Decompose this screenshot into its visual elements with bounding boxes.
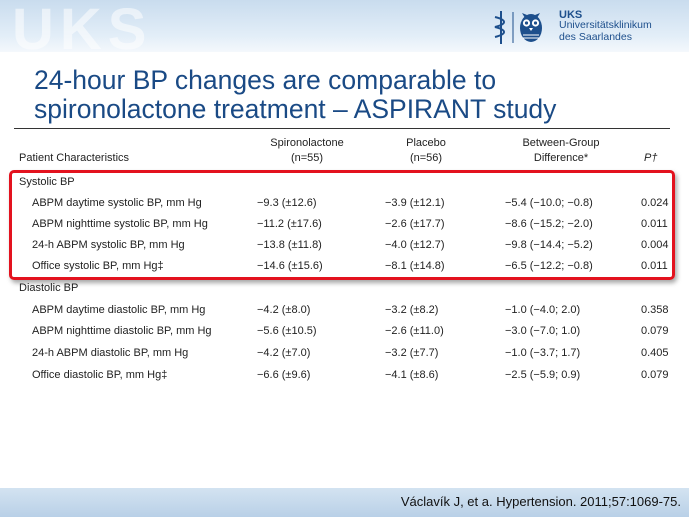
table-row: Office diastolic BP, mm Hg‡ −6.6 (±9.6) … [0, 365, 689, 385]
table-top-rule [14, 128, 670, 129]
col-header-difference: Between-Group Difference* [496, 136, 626, 166]
table-row: Office systolic BP, mm Hg‡ −14.6 (±15.6)… [0, 256, 689, 276]
footer-band [0, 488, 689, 517]
placebo-value: −3.2 (±7.7) [385, 347, 439, 359]
row-label: ABPM nighttime diastolic BP, mm Hg [32, 325, 212, 337]
row-label: 24-h ABPM diastolic BP, mm Hg [32, 347, 189, 359]
logo-emblem-icon [494, 11, 542, 44]
placebo-value: −3.9 (±12.1) [385, 197, 445, 209]
citation-text: Václavík J, et a. Hypertension. 2011;57:… [400, 494, 681, 509]
watermark-text: UKS [12, 0, 153, 62]
logo-institution-name: Universitätsklinikum des Saarlandes [559, 19, 681, 43]
placebo-value: −8.1 (±14.8) [385, 260, 445, 272]
table-row: ABPM nighttime diastolic BP, mm Hg −5.6 … [0, 321, 689, 341]
logo-name-line1: Universitätsklinikum [559, 19, 652, 31]
header-band [0, 0, 689, 52]
difference-value: −3.0 (−7.0; 1.0) [505, 325, 581, 337]
col-header-placebo: Placebo (n=56) [376, 136, 476, 166]
col-header-spironolactone-n: (n=55) [290, 152, 324, 164]
spironolactone-value: −14.6 (±15.6) [257, 260, 323, 272]
col-header-difference-line1: Between-Group [522, 137, 600, 149]
row-label: Office systolic BP, mm Hg‡ [32, 260, 164, 272]
difference-value: −9.8 (−14.4; −5.2) [505, 239, 593, 251]
difference-value: −1.0 (−3.7; 1.7) [505, 347, 581, 359]
p-value: 0.358 [641, 304, 669, 316]
group-heading-diastolic: Diastolic BP [0, 278, 689, 298]
col-header-placebo-name: Placebo [406, 137, 446, 149]
slide-title: 24-hour BP changes are comparable to spi… [34, 66, 674, 124]
slide-title-line1: 24-hour BP changes are comparable to [34, 65, 497, 95]
difference-value: −8.6 (−15.2; −2.0) [505, 218, 593, 230]
table-row: ABPM daytime systolic BP, mm Hg −9.3 (±1… [0, 193, 689, 213]
group-label: Systolic BP [19, 176, 75, 188]
group-label: Diastolic BP [19, 282, 79, 294]
placebo-value: −3.2 (±8.2) [385, 304, 439, 316]
row-label: ABPM nighttime systolic BP, mm Hg [32, 218, 208, 230]
table-row: ABPM nighttime systolic BP, mm Hg −11.2 … [0, 214, 689, 234]
difference-value: −1.0 (−4.0; 2.0) [505, 304, 581, 316]
difference-value: −5.4 (−10.0; −0.8) [505, 197, 593, 209]
row-label: ABPM daytime diastolic BP, mm Hg [32, 304, 206, 316]
col-header-placebo-n: (n=56) [409, 152, 443, 164]
systolic-highlight-box [9, 170, 675, 280]
spironolactone-value: −4.2 (±7.0) [257, 347, 311, 359]
row-label: 24-h ABPM systolic BP, mm Hg [32, 239, 185, 251]
table-row: ABPM daytime diastolic BP, mm Hg −4.2 (±… [0, 300, 689, 320]
difference-value: −2.5 (−5.9; 0.9) [505, 369, 581, 381]
spironolactone-value: −5.6 (±10.5) [257, 325, 317, 337]
spironolactone-value: −11.2 (±17.6) [257, 218, 322, 230]
p-value: 0.405 [641, 347, 669, 359]
col-header-p-value: P† [644, 152, 658, 164]
col-header-characteristics: Patient Characteristics [19, 152, 130, 164]
table-row: 24-h ABPM diastolic BP, mm Hg −4.2 (±7.0… [0, 343, 689, 363]
slide-title-line2: spironolactone treatment – ASPIRANT stud… [34, 94, 557, 124]
placebo-value: −2.6 (±11.0) [385, 325, 444, 337]
col-header-spironolactone-name: Spironolactone [270, 137, 344, 149]
row-label: ABPM daytime systolic BP, mm Hg [32, 197, 202, 209]
placebo-value: −4.0 (±12.7) [385, 239, 445, 251]
col-header-difference-line2: Difference* [533, 152, 589, 164]
p-value: 0.011 [641, 260, 668, 272]
p-value: 0.079 [641, 369, 669, 381]
logo-name-line2: des Saarlandes [559, 30, 632, 43]
spironolactone-value: −9.3 (±12.6) [257, 197, 317, 209]
spironolactone-value: −6.6 (±9.6) [257, 369, 311, 381]
table-row: 24-h ABPM systolic BP, mm Hg −13.8 (±11.… [0, 235, 689, 255]
p-value: 0.024 [641, 197, 669, 209]
p-value: 0.079 [641, 325, 669, 337]
row-label: Office diastolic BP, mm Hg‡ [32, 369, 168, 381]
spironolactone-value: −13.8 (±11.8) [257, 239, 322, 251]
difference-value: −6.5 (−12.2; −0.8) [505, 260, 593, 272]
logo-abbreviation: UKS [559, 9, 583, 21]
university-logo: UKS Universitätsklinikum des Saarlandes [491, 8, 681, 46]
p-value: 0.011 [641, 218, 668, 230]
col-header-spironolactone: Spironolactone (n=55) [248, 136, 366, 166]
placebo-value: −2.6 (±17.7) [385, 218, 445, 230]
spironolactone-value: −4.2 (±8.0) [257, 304, 311, 316]
group-heading-systolic: Systolic BP [0, 172, 689, 192]
placebo-value: −4.1 (±8.6) [385, 369, 439, 381]
p-value: 0.004 [641, 239, 669, 251]
